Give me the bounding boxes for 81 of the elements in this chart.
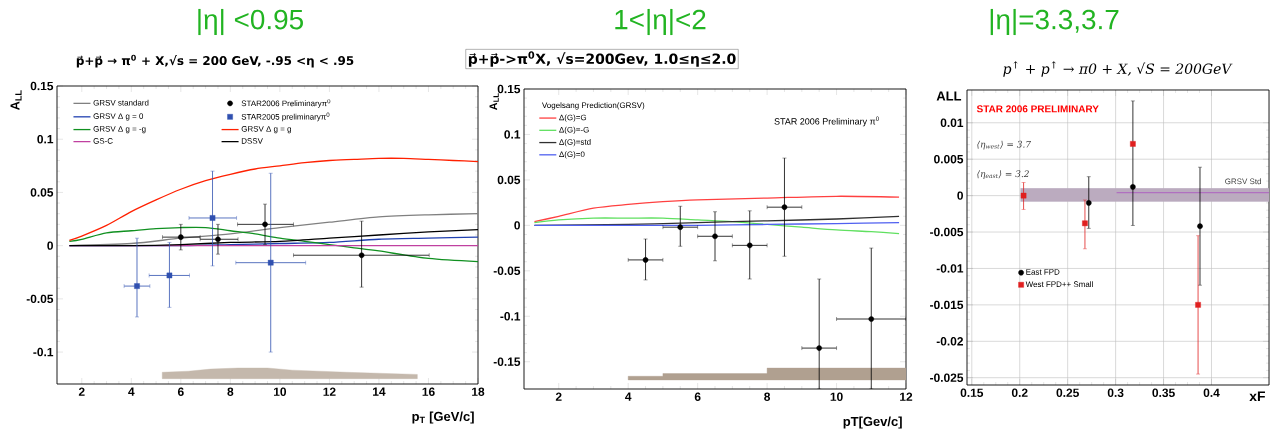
line-series	[533, 195, 900, 223]
point	[1195, 302, 1201, 308]
line-series	[68, 226, 478, 263]
y-tick-label: 0.01	[940, 118, 964, 127]
y-tick-label: -0.01	[936, 264, 964, 273]
x-tick-label: 14	[373, 387, 386, 396]
point	[781, 204, 788, 210]
point	[166, 272, 173, 279]
x-tick-label: 8	[227, 387, 234, 396]
point	[868, 316, 875, 322]
x-tick-label: 4	[625, 392, 632, 401]
point	[642, 257, 649, 263]
annotation: STAR 2006 PRELIMINARY	[976, 105, 1099, 113]
point	[1020, 192, 1027, 199]
y-tick-label: -0.025	[930, 373, 964, 382]
y-axis-title: A$_{LL}$	[489, 93, 499, 111]
x-tick-label: 2	[555, 392, 562, 401]
x-tick-label: 2	[78, 387, 85, 396]
chart-title: |η|=3.3,3.7	[990, 8, 1119, 36]
y-tick-label: 0.1	[504, 130, 521, 139]
x-tick-label: 10	[273, 387, 287, 396]
y-tick-label: -0.015	[930, 300, 964, 310]
point	[262, 221, 268, 228]
x-tick-label: 12	[323, 387, 336, 396]
x-tick-label: 0.15	[960, 388, 984, 397]
point	[1197, 223, 1203, 229]
point	[178, 234, 184, 240]
x-tick-label: 0.4	[1203, 388, 1220, 397]
y-tick-label: -0.05	[26, 294, 54, 304]
y-tick-label: 0.1	[37, 134, 54, 144]
x-tick-label: 16	[422, 387, 435, 396]
x-tick-label: 4	[128, 387, 135, 396]
chart-subtitle: p⃗+p⃗->π$^{0}$X, √s=200Gev, 1.0≤η≤2.0	[468, 51, 736, 67]
x-axis-title: p$_{T}$ [GeV/c]	[412, 411, 474, 424]
point	[358, 252, 365, 259]
point	[1130, 184, 1136, 190]
x-axis-title: xF	[1249, 391, 1265, 402]
annotation: ⟨η$_{west}$⟩ = 3.7	[977, 140, 1032, 150]
annotation: ⟨η$_{east}$⟩ = 3.2	[977, 170, 1029, 179]
y-tick-label: 0	[47, 241, 53, 250]
x-tick-label: 18	[472, 387, 485, 396]
y-axis-title: ALL	[936, 91, 962, 101]
point	[209, 215, 216, 221]
x-tick-label: 8	[764, 392, 771, 401]
point	[746, 242, 753, 249]
x-tick-label: 6	[177, 387, 184, 396]
x-tick-label: 0.35	[1152, 388, 1175, 398]
y-tick-label: 0.005	[934, 154, 964, 164]
x-tick-label: 0.2	[1011, 388, 1028, 397]
y-tick-label: 0.15	[30, 81, 54, 91]
y-tick-label: 0.05	[30, 188, 54, 197]
y-tick-label: 0.05	[497, 175, 521, 185]
y-tick-label: -0.15	[493, 357, 521, 366]
point	[677, 224, 684, 230]
y-tick-label: -0.05	[493, 266, 521, 276]
chart-title: 1<|η|<2	[615, 8, 706, 36]
annotation: STAR 2006 Preliminary π$^{0}$	[774, 116, 879, 127]
line-series	[533, 217, 900, 235]
chart-subtitle: p⃗+p⃗ → π$^{0}$ + X,√s = 200 GeV, -.95 <η < .95	[76, 54, 354, 68]
point	[816, 345, 822, 351]
y-tick-label: -0.1	[33, 347, 54, 357]
y-tick-label: -0.1	[500, 312, 521, 321]
y-tick-label: 0	[957, 191, 963, 200]
x-tick-label: 0.25	[1056, 388, 1079, 397]
y-tick-label: 0	[514, 221, 520, 230]
x-tick-label: 12	[900, 392, 913, 401]
x-tick-label: 0.3	[1107, 388, 1124, 398]
chart-subtitle: p$^{↑}$ + p$^{↑}$ → π0 + X, √S = 200GeV	[1003, 61, 1233, 77]
x-tick-label: 6	[694, 392, 701, 401]
chart-title: |η| <0.95	[198, 8, 303, 36]
point	[267, 259, 274, 266]
y-axis-title: A$_{LL}$	[10, 90, 22, 111]
x-tick-label: 10	[830, 392, 843, 401]
y-tick-label: -0.02	[936, 337, 964, 346]
y-tick-label: 0.15	[497, 84, 521, 94]
point	[134, 283, 140, 289]
point	[215, 236, 221, 243]
point	[712, 233, 718, 240]
y-tick-label: -0.005	[930, 227, 964, 237]
line-series	[68, 157, 478, 241]
x-axis-title: pT[Gev/c]	[843, 416, 902, 429]
